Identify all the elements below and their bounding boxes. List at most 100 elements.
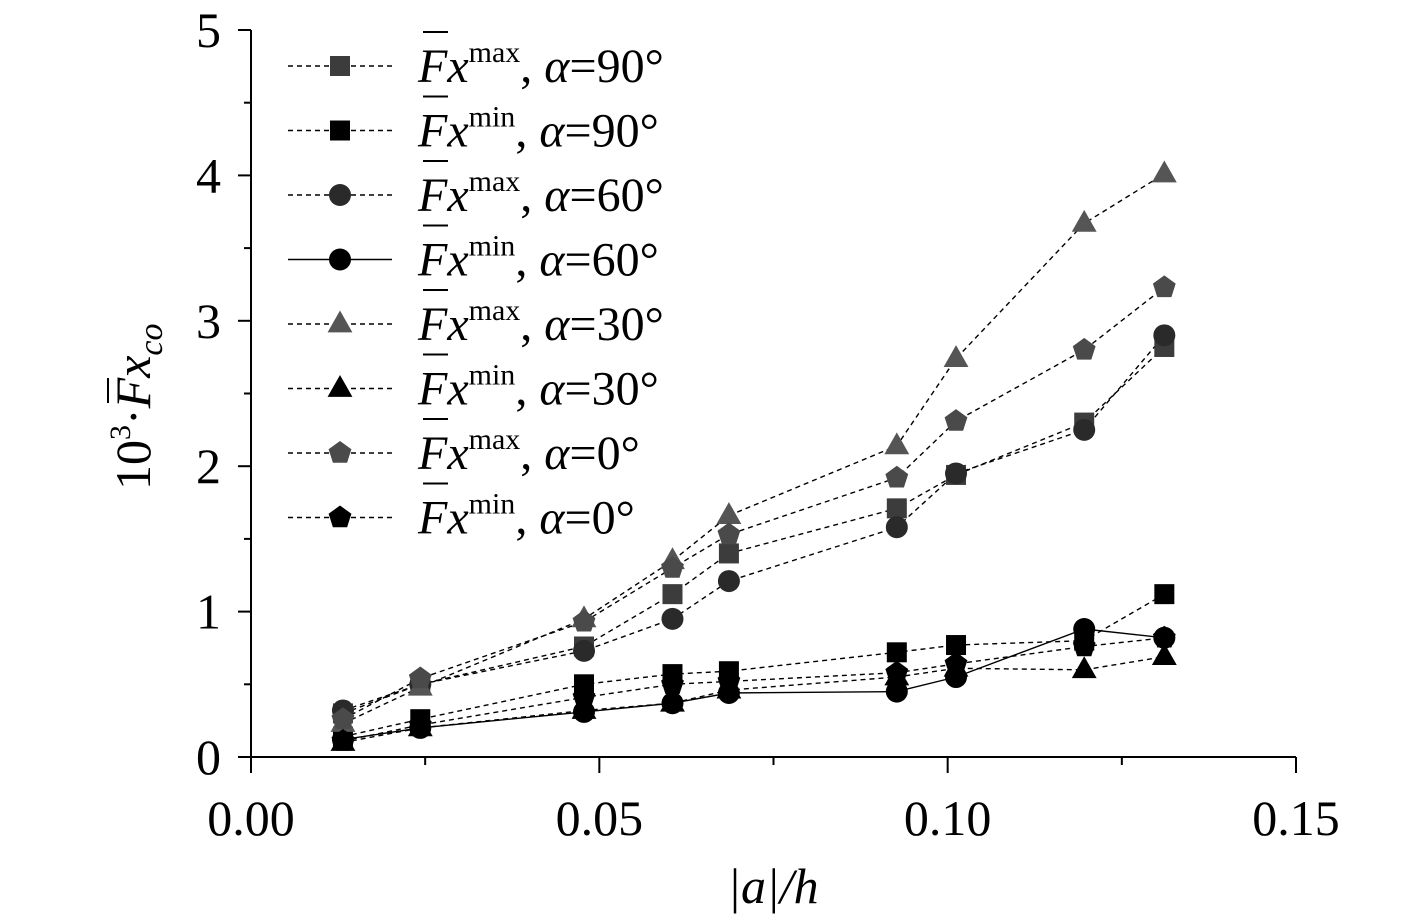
legend-value: =60° [570, 169, 664, 222]
legend-sep: , [515, 234, 539, 287]
data-point-min-90 [946, 635, 967, 656]
data-point-max-60 [717, 570, 740, 593]
legend-marker-max-60 [329, 184, 351, 206]
data-point-min-30 [660, 689, 685, 712]
x-tick-label: 0.05 [556, 790, 644, 846]
legend-label-max-90: Fxmax, α=90° [417, 36, 664, 93]
y-label-dot: · [105, 408, 161, 425]
legend-value: =30° [565, 363, 659, 416]
y-axis-label: 103·Fxco [104, 324, 170, 491]
legend-var: x [446, 169, 468, 222]
data-point-max-30 [1151, 160, 1177, 183]
x-tick-label: 0.10 [904, 790, 992, 846]
data-point-max-0 [572, 609, 596, 632]
data-point-min-30 [571, 696, 597, 719]
legend-sep: , [520, 169, 544, 222]
legend-label-max-30: Fxmax, α=30° [417, 294, 664, 351]
series-line-max-60 [342, 334, 1165, 712]
legend-var: x [446, 427, 468, 480]
data-point-min-0 [944, 651, 968, 674]
data-point-max-0 [408, 666, 432, 689]
legend-sup: min [469, 359, 516, 392]
legend-sep: , [515, 492, 539, 545]
data-point-min-0 [408, 713, 432, 735]
legend-sep: , [520, 298, 544, 351]
legend-symbol: F [417, 427, 448, 480]
x-axis-label: |a|/h [727, 858, 818, 914]
legend-var: x [446, 105, 468, 158]
data-point-max-0 [944, 409, 968, 431]
legend-value: =30° [570, 298, 664, 351]
series-line-max-30 [342, 173, 1165, 725]
data-point-min-60 [1073, 618, 1096, 641]
axes: 0 1 2 3 4 5 0.00 0.05 0.10 0.15 [196, 2, 1340, 846]
series-markers [330, 160, 1177, 751]
legend-alpha: α [539, 492, 565, 545]
legend-label-max-0: Fxmax, α=0° [417, 423, 640, 480]
legend-label-min-60: Fxmin, α=60° [417, 230, 659, 287]
y-tick-label: 4 [196, 147, 221, 203]
legend-var: x [446, 363, 468, 416]
legend-var: x [446, 492, 468, 545]
data-point-min-0 [572, 685, 596, 708]
data-point-max-60 [1073, 418, 1096, 441]
legend-marker-min-0 [328, 505, 352, 528]
legend-marker-max-90 [330, 56, 350, 76]
legend-alpha: α [539, 363, 565, 416]
data-point-min-0 [1152, 625, 1176, 648]
series-line-min-90 [342, 593, 1165, 738]
legend-sep: , [520, 40, 544, 93]
data-point-min-90 [886, 642, 907, 663]
legend-symbol: F [417, 492, 448, 545]
legend: Fxmax, α=90°Fxmin, α=90°Fxmax, α=60°Fxmi… [288, 31, 664, 545]
legend-value: =0° [570, 427, 640, 480]
legend-marker-min-30 [327, 375, 353, 397]
legend-label-max-60: Fxmax, α=60° [417, 165, 664, 222]
data-point-max-0 [661, 556, 684, 578]
data-point-max-60 [661, 607, 684, 630]
legend-symbol: F [417, 40, 448, 93]
legend-alpha: α [544, 427, 570, 480]
data-point-min-0 [331, 729, 355, 751]
legend-label-min-90: Fxmin, α=90° [417, 101, 659, 158]
legend-var: x [446, 234, 468, 287]
legend-sup: max [469, 165, 521, 198]
legend-alpha: α [544, 169, 570, 222]
y-axis-label-text: 103·Fxco [104, 324, 170, 491]
legend-symbol: F [417, 298, 448, 351]
legend-sup: min [469, 230, 516, 263]
y-tick-label: 5 [196, 2, 221, 58]
legend-sup: min [469, 101, 516, 134]
legend-label-min-0: Fxmin, α=0° [417, 488, 635, 545]
data-point-max-30 [716, 502, 742, 525]
data-point-max-0 [1152, 275, 1176, 298]
legend-marker-max-30 [327, 310, 353, 333]
data-point-max-0 [885, 465, 909, 488]
y-tick-label: 1 [196, 584, 221, 640]
data-point-max-0 [331, 707, 355, 729]
legend-value: =60° [565, 234, 659, 287]
data-point-max-0 [717, 522, 741, 545]
legend-marker-min-90 [330, 120, 350, 141]
legend-sup: max [469, 294, 521, 327]
legend-value: =0° [565, 492, 635, 545]
legend-symbol: F [417, 363, 448, 416]
legend-value: =90° [570, 40, 664, 93]
data-point-max-90 [718, 543, 739, 564]
legend-var: x [446, 40, 468, 93]
legend-sep: , [520, 427, 544, 480]
data-point-max-30 [884, 432, 910, 455]
data-point-max-30 [1071, 209, 1097, 232]
data-point-min-30 [1151, 643, 1177, 666]
data-point-min-90 [1154, 584, 1175, 605]
legend-value: =90° [565, 105, 659, 158]
legend-alpha: α [544, 298, 570, 351]
data-point-max-90 [886, 498, 907, 519]
series-line-min-30 [342, 656, 1165, 744]
data-point-max-90 [662, 584, 683, 605]
legend-sup: min [469, 488, 516, 521]
data-point-max-60 [1153, 324, 1176, 347]
data-point-min-0 [717, 669, 741, 692]
data-point-max-60 [945, 462, 968, 485]
